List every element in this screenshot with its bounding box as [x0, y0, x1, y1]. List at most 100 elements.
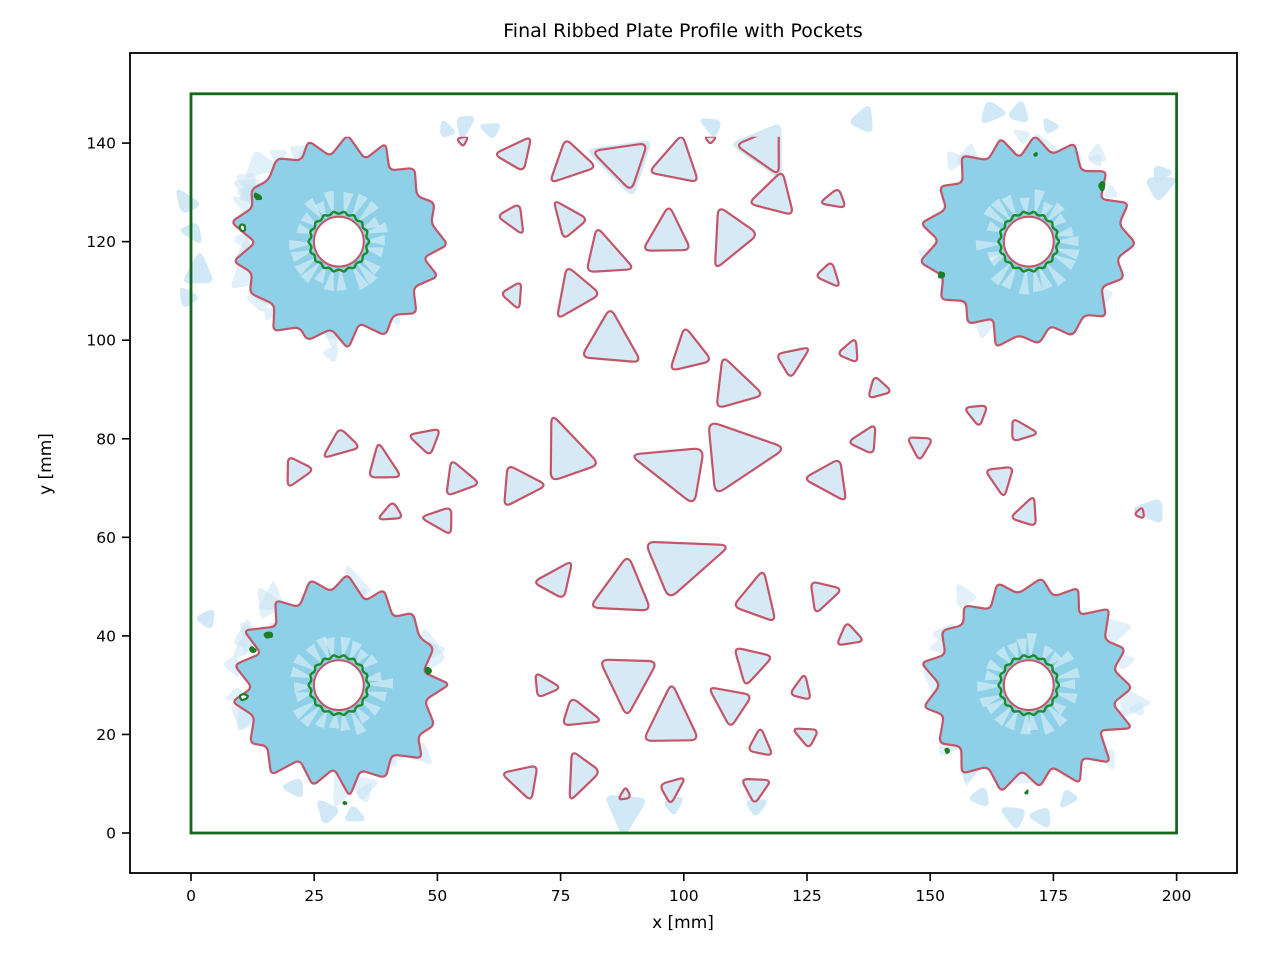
- fringe-patch: [1060, 790, 1078, 808]
- boss-streak: [994, 705, 1013, 727]
- boss-streak: [293, 682, 314, 693]
- pocket: [644, 685, 698, 742]
- hole-ring: [307, 210, 371, 273]
- pocket: [777, 347, 810, 377]
- boss-streak: [351, 264, 369, 291]
- y-tick-label: 80: [96, 430, 116, 448]
- pocket: [534, 673, 560, 698]
- pocket: [503, 765, 538, 800]
- fringe-patch: [969, 787, 989, 807]
- pocket: [594, 143, 647, 189]
- boss-streak: [356, 200, 379, 224]
- fringe-patch: [179, 287, 198, 307]
- boss-streak: [290, 666, 315, 679]
- fringe-patch: [1133, 499, 1163, 523]
- boss-streak: [336, 267, 347, 291]
- boss-streak: [990, 198, 1013, 223]
- fringe-patch: [1001, 807, 1025, 829]
- fringe-patch: [981, 101, 1006, 123]
- pocket: [986, 466, 1014, 496]
- pocket: [368, 443, 401, 479]
- pocket: [549, 416, 597, 481]
- boss-streak: [1049, 700, 1067, 716]
- hole-ring: [997, 210, 1061, 273]
- pocket: [601, 658, 656, 715]
- boss-streak: [979, 694, 1005, 708]
- pocket: [550, 140, 595, 183]
- boss-streak: [1053, 248, 1080, 260]
- pocket: [790, 674, 811, 700]
- boss-streak: [300, 212, 318, 227]
- boss-streak: [1049, 650, 1075, 671]
- boss-halo: [323, 345, 339, 363]
- pocket: [586, 229, 633, 273]
- green-speck: [1024, 789, 1029, 795]
- boss-streak: [1044, 261, 1066, 287]
- x-tick-label: 125: [792, 887, 822, 905]
- pocket: [737, 136, 780, 174]
- green-speck: [238, 693, 249, 702]
- fringe-patch: [850, 106, 873, 133]
- fringe-patch: [1008, 101, 1029, 123]
- boss-streak: [294, 256, 318, 276]
- boss-streak: [343, 191, 354, 217]
- pocket: [495, 137, 532, 171]
- hole-ring: [997, 654, 1061, 717]
- pocket: [704, 136, 717, 145]
- fringe-patch: [317, 800, 339, 824]
- boss-halo: [956, 584, 977, 608]
- boss-streak: [349, 708, 367, 736]
- fringe-patch: [440, 120, 455, 138]
- y-tick-label: 20: [96, 726, 116, 744]
- boss-streak: [364, 678, 394, 689]
- boss-streak: [1053, 692, 1078, 704]
- pocket: [323, 429, 359, 458]
- pocket: [535, 561, 573, 598]
- pocket: [734, 647, 772, 685]
- x-axis-label: x [mm]: [652, 913, 714, 933]
- boss-streak: [323, 266, 334, 292]
- pocket: [592, 557, 650, 612]
- pocket: [849, 425, 877, 454]
- x-tick-label: 150: [915, 887, 945, 905]
- axes-layer: 0 25 50 75 100 125 150 175 200 0 20 40 60 80 100 120 140: [86, 52, 1238, 905]
- pocket: [456, 136, 469, 147]
- fringe-patch: [1146, 177, 1177, 200]
- boss-streak: [292, 699, 318, 720]
- boss-streak: [1020, 710, 1031, 735]
- boss-streak: [1039, 708, 1055, 735]
- boss-halo: [351, 775, 378, 800]
- boss-streak: [975, 240, 1004, 251]
- pocket: [660, 777, 685, 804]
- x-tick-label: 75: [551, 887, 571, 905]
- x-tick-label: 100: [669, 887, 699, 905]
- boss-streak: [1046, 651, 1063, 667]
- pocket: [1011, 419, 1037, 442]
- x-tick-label: 175: [1039, 887, 1069, 905]
- bolt-hole: [1002, 215, 1055, 268]
- y-axis-label: y [mm]: [36, 433, 56, 495]
- bolt-hole: [312, 215, 365, 268]
- boss-streak: [1027, 710, 1039, 731]
- boss-streak: [363, 691, 388, 702]
- pocket: [837, 623, 863, 646]
- x-tick-label: 0: [186, 887, 196, 905]
- boss-streak: [329, 710, 340, 729]
- boss-streak: [316, 636, 330, 662]
- fringe-patch: [456, 115, 475, 140]
- pocket: [646, 540, 727, 597]
- boss-streak: [1053, 226, 1074, 237]
- y-tick-label: 60: [96, 529, 116, 547]
- boss-halo: [224, 655, 240, 677]
- fringe-patch: [176, 189, 200, 213]
- boss-streak: [985, 698, 1007, 715]
- boss-halo: [1128, 702, 1145, 716]
- pocket: [838, 339, 859, 363]
- boss-streak: [349, 640, 363, 662]
- green-speck: [238, 223, 247, 233]
- boss-streak: [1033, 266, 1044, 293]
- pocket: [501, 282, 523, 309]
- pocket: [709, 687, 751, 726]
- boss-streak: [985, 659, 1007, 674]
